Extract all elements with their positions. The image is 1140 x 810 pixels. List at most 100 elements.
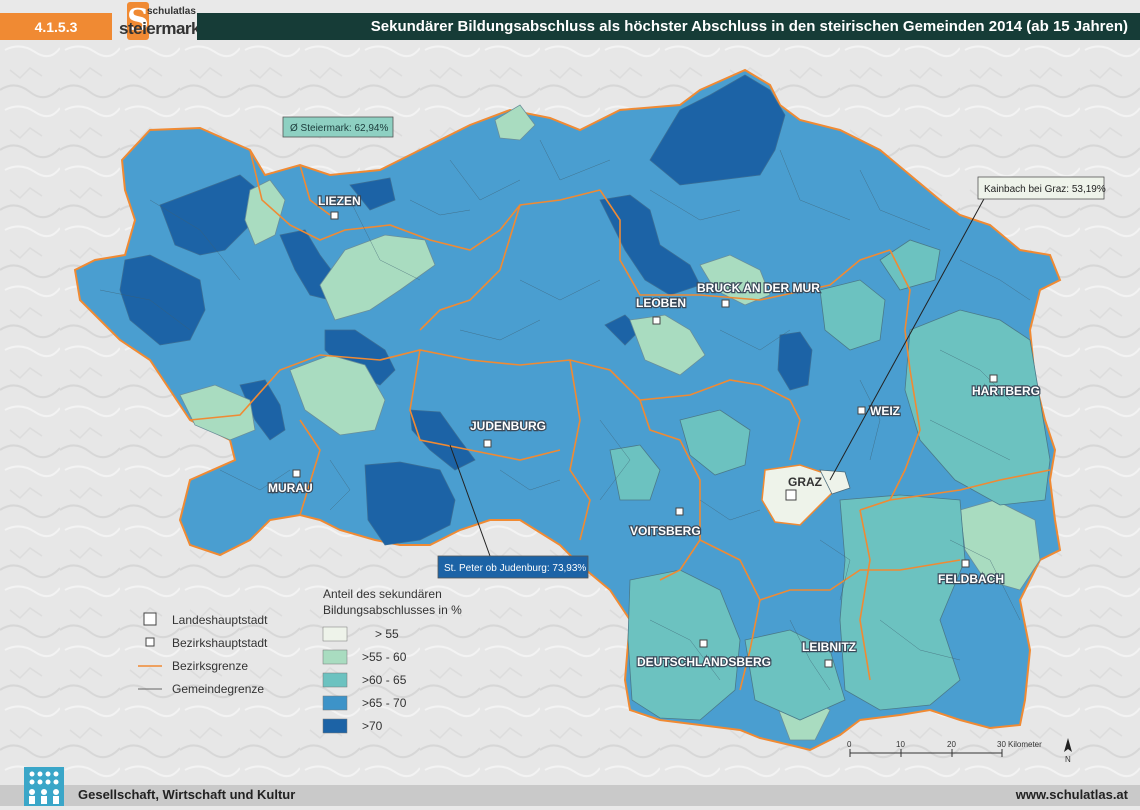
legend-swatch-1 xyxy=(322,626,348,642)
legend-title-1: Anteil des sekundären xyxy=(323,587,442,601)
map-svg: GRAZ LIEZEN LEOBEN BRUCK AN DER MUR JUDE… xyxy=(0,40,1140,785)
city-label-weiz: WEIZ xyxy=(870,404,900,418)
logo-small-text: schulatlas xyxy=(147,6,196,17)
bezirkshauptstadt-icon[interactable] xyxy=(330,211,339,220)
legend-classes: Anteil des sekundären Bildungsabschlusse… xyxy=(322,587,462,734)
north-arrow-icon: N xyxy=(1064,738,1072,764)
class-3-region[interactable] xyxy=(819,279,886,351)
district-capitals: LIEZEN LEOBEN BRUCK AN DER MUR JUDENBURG… xyxy=(267,193,1041,670)
class-3-region[interactable] xyxy=(679,409,751,476)
bezirkshauptstadt-icon[interactable] xyxy=(483,439,492,448)
city-label-leibnitz: LEIBNITZ xyxy=(802,640,856,654)
legend-bezirksgrenze: Bezirksgrenze xyxy=(172,659,248,673)
class-2-region[interactable] xyxy=(244,179,286,246)
bezirkshauptstadt-icon[interactable] xyxy=(675,507,684,516)
class-3-region[interactable] xyxy=(904,309,1051,506)
city-label-graz: GRAZ xyxy=(788,475,822,489)
callout-st-peter: St. Peter ob Judenburg: 73,93% xyxy=(437,444,589,579)
class-5-region[interactable] xyxy=(239,379,286,441)
class-2-region[interactable] xyxy=(179,384,256,441)
legend-class-5: >70 xyxy=(362,719,383,733)
class-5-region[interactable] xyxy=(324,329,396,386)
scale-tick-10: 10 xyxy=(896,740,905,749)
small-square-icon xyxy=(145,637,155,647)
class-2-region[interactable] xyxy=(319,234,436,321)
city-label-liezen: LIEZEN xyxy=(318,194,361,208)
callout-kainbach: Kainbach bei Graz: 53,19% xyxy=(829,176,1106,481)
city-label-feldbach: FELDBACH xyxy=(938,572,1004,586)
page-title: Sekundärer Bildungsabschluss als höchste… xyxy=(197,13,1140,40)
graz-marker-icon[interactable] xyxy=(785,489,797,501)
class-2-region[interactable] xyxy=(699,254,771,306)
callout-kainbach-label: Kainbach bei Graz: 53,19% xyxy=(984,184,1106,195)
bezirkshauptstadt-icon[interactable] xyxy=(824,659,833,668)
class-3-region[interactable] xyxy=(627,569,741,721)
logo-big-text: steiermark xyxy=(119,19,201,38)
city-label-judenburg: JUDENBURG xyxy=(470,419,546,433)
class-5-region[interactable] xyxy=(599,194,701,296)
legend-class-1: > 55 xyxy=(375,627,399,641)
class-3-region[interactable] xyxy=(609,444,661,501)
bezirkshauptstadt-icon[interactable] xyxy=(857,406,866,415)
class-5-region[interactable] xyxy=(119,254,206,346)
bezirkshauptstadt-icon[interactable] xyxy=(989,374,998,383)
header: 4.1.5.3 S schulatlas steiermark Sekundär… xyxy=(0,0,1140,40)
legend-bezirkshauptstadt: Bezirkshauptstadt xyxy=(172,636,268,650)
average-label: Ø Steiermark: 62,94% xyxy=(290,123,388,134)
scale-tick-20: 20 xyxy=(947,740,956,749)
legend-swatch-2 xyxy=(322,649,348,665)
bezirkshauptstadt-icon[interactable] xyxy=(699,639,708,648)
bezirkshauptstadt-icon[interactable] xyxy=(961,559,970,568)
north-label: N xyxy=(1065,755,1071,764)
kainbach-region[interactable] xyxy=(819,469,851,495)
bezirkshauptstadt-icon[interactable] xyxy=(652,316,661,325)
city-label-hartberg: HARTBERG xyxy=(972,384,1040,398)
scale-unit: Kilometer xyxy=(1008,740,1042,749)
class-3-region[interactable] xyxy=(839,494,966,711)
footer-website-link[interactable]: www.schulatlas.at xyxy=(1015,787,1128,802)
legend-title-2: Bildungsabschlusses in % xyxy=(323,603,462,617)
map-area: GRAZ LIEZEN LEOBEN BRUCK AN DER MUR JUDE… xyxy=(0,40,1140,785)
legend-swatch-5 xyxy=(322,718,348,734)
class-3-region[interactable] xyxy=(879,239,941,291)
class-5-region[interactable] xyxy=(777,331,813,391)
callout-st-peter-label: St. Peter ob Judenburg: 73,93% xyxy=(444,563,586,574)
city-label-deutschlandsberg: DEUTSCHLANDSBERG xyxy=(637,655,771,669)
class-2-region[interactable] xyxy=(629,314,706,376)
page-title-text: Sekundärer Bildungsabschluss als höchste… xyxy=(370,18,1128,35)
logo-letter: S xyxy=(127,2,149,40)
legend-landeshauptstadt: Landeshauptstadt xyxy=(172,613,268,627)
city-label-murau: MURAU xyxy=(268,481,313,495)
legend-swatch-3 xyxy=(322,672,348,688)
legend-swatch-4 xyxy=(322,695,348,711)
class-5-region[interactable] xyxy=(649,74,786,186)
class-5-region[interactable] xyxy=(349,177,396,211)
bezirkshauptstadt-icon[interactable] xyxy=(292,469,301,478)
city-label-leoben: LEOBEN xyxy=(636,296,686,310)
city-label-voitsberg: VOITSBERG xyxy=(630,524,701,538)
class-3-region[interactable] xyxy=(744,629,846,721)
scale-tick-0: 0 xyxy=(847,740,852,749)
large-square-icon xyxy=(143,612,157,626)
scale-tick-30: 30 xyxy=(997,740,1006,749)
bezirkshauptstadt-icon[interactable] xyxy=(721,299,730,308)
city-label-bruck: BRUCK AN DER MUR xyxy=(697,281,820,295)
legend-gemeindegrenze: Gemeindegrenze xyxy=(172,682,264,696)
class-5-region[interactable] xyxy=(364,461,456,546)
section-number: 4.1.5.3 xyxy=(0,13,112,40)
district-borders xyxy=(189,149,1051,691)
class-5-region[interactable] xyxy=(409,409,476,471)
municipality-borders xyxy=(99,139,1031,691)
legend-class-2: >55 - 60 xyxy=(362,650,407,664)
footer-topic: Gesellschaft, Wirtschaft und Kultur xyxy=(78,787,296,802)
legend-symbols: Landeshauptstadt Bezirkshauptstadt Bezir… xyxy=(138,612,268,696)
scale-bar: 0 10 20 30 Kilometer xyxy=(847,740,1042,757)
legend-class-4: >65 - 70 xyxy=(362,696,407,710)
legend-class-3: >60 - 65 xyxy=(362,673,407,687)
graz-region[interactable] xyxy=(761,464,847,526)
theme-icon xyxy=(24,767,64,806)
class-2-region[interactable] xyxy=(494,104,536,141)
schulatlas-logo[interactable]: S schulatlas steiermark xyxy=(117,2,201,40)
average-box: Ø Steiermark: 62,94% xyxy=(282,116,394,138)
footer: Gesellschaft, Wirtschaft und Kultur www.… xyxy=(0,767,1140,806)
